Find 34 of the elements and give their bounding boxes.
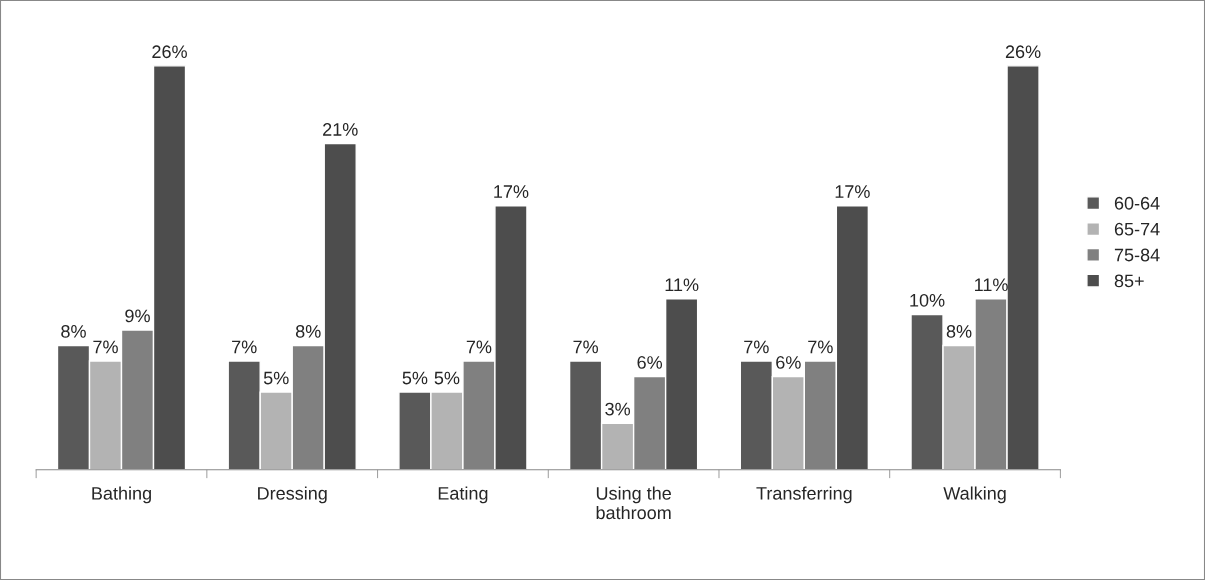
data-label: 6%	[776, 356, 801, 369]
data-label: 9%	[125, 309, 150, 323]
data-label: 5%	[263, 371, 289, 385]
x-tick-label: Walking	[943, 486, 1006, 504]
legend-label: 60-64	[1114, 196, 1160, 210]
data-label: 7%	[573, 340, 599, 354]
data-label: 5%	[402, 371, 428, 385]
data-label: 11%	[975, 278, 1008, 292]
legend-label: 85+	[1114, 274, 1144, 288]
data-label: 6%	[637, 356, 663, 369]
data-label: 21%	[323, 123, 358, 136]
data-label: 10%	[910, 293, 945, 307]
data-label: 7%	[466, 340, 492, 354]
x-tick-label: Dressing	[258, 486, 327, 504]
x-tick-label: Transferring	[756, 486, 852, 504]
legend-label: 65-74	[1114, 222, 1160, 236]
data-label: 7%	[232, 340, 257, 354]
x-tick-label: Bathing	[92, 486, 151, 504]
data-label: 5%	[434, 371, 460, 385]
legend-label: 75-84	[1114, 248, 1160, 262]
data-label: 26%	[152, 45, 187, 59]
data-label: 7%	[808, 340, 833, 354]
data-label: 7%	[93, 340, 118, 354]
x-tick-label: Using the bathroom	[596, 486, 671, 520]
data-label: 17%	[494, 185, 529, 198]
data-label: 8%	[295, 324, 321, 338]
x-tick-label: Eating	[438, 486, 488, 504]
data-label: 17%	[835, 185, 870, 198]
data-label: 8%	[61, 324, 86, 338]
data-label: 7%	[744, 340, 769, 354]
data-label: 26%	[1005, 45, 1041, 59]
data-label: 3%	[605, 402, 631, 416]
data-label: 8%	[946, 324, 972, 338]
data-label: 11%	[665, 278, 699, 292]
